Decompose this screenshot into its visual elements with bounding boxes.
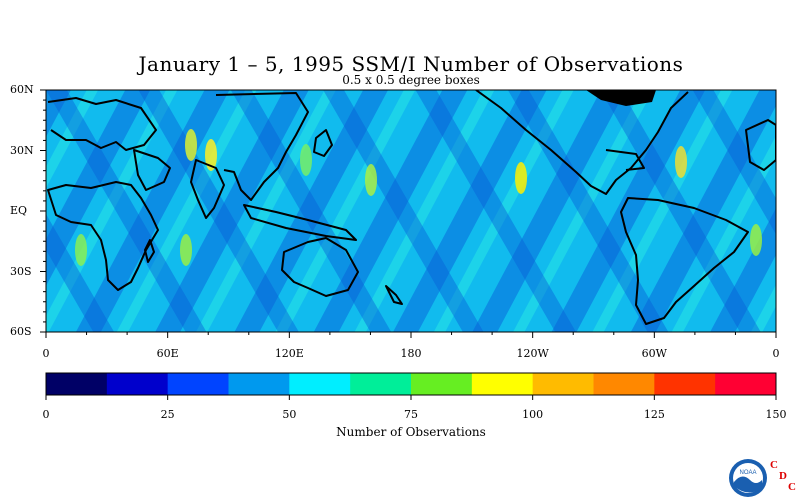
new-zealand-coastline bbox=[385, 285, 403, 305]
africa-coastline bbox=[47, 181, 159, 291]
colorbar-swatch bbox=[106, 373, 169, 395]
colorbar-swatch bbox=[593, 373, 655, 395]
high-observation-spot bbox=[75, 234, 87, 266]
noaa-logo-icon: NOAA bbox=[729, 459, 767, 497]
caribbean-coastline bbox=[605, 149, 645, 171]
europe-coastline bbox=[47, 97, 157, 151]
colorbar-tick-label: 0 bbox=[42, 408, 50, 421]
lon-label: 60W bbox=[641, 347, 667, 360]
cdc-letter-3: C bbox=[788, 481, 796, 493]
colorbar-tick-label: 50 bbox=[282, 408, 297, 421]
australia-coastline bbox=[281, 237, 359, 297]
noaa-cdc-logo: NOAA C D C bbox=[728, 458, 798, 498]
colorbar-swatch bbox=[715, 373, 777, 395]
map-title: January 1 – 5, 1995 SSM/I Number of Obse… bbox=[138, 52, 684, 76]
high-observation-spot bbox=[675, 146, 687, 178]
lat-label: 60N bbox=[10, 83, 34, 96]
colorbar-tick-label: 75 bbox=[404, 408, 418, 421]
india-coastline bbox=[190, 159, 225, 219]
high-observation-spot bbox=[300, 144, 312, 176]
land-masks bbox=[586, 90, 656, 106]
lon-label: 120E bbox=[274, 347, 304, 360]
colorbar-tick-label: 100 bbox=[522, 408, 544, 421]
canada-land-icon bbox=[586, 90, 656, 106]
colorbar-swatch bbox=[228, 373, 290, 395]
coastlines bbox=[47, 90, 776, 325]
colorbar-tick-label: 25 bbox=[160, 408, 175, 421]
lon-label: 180 bbox=[400, 347, 422, 360]
high-observation-spot bbox=[750, 224, 762, 256]
lat-label: 30N bbox=[10, 143, 34, 157]
colorbar-title: Number of Observations bbox=[336, 425, 486, 439]
colorbar-swatch bbox=[167, 373, 229, 395]
colorbar-swatch bbox=[654, 373, 716, 395]
colorbar-swatch bbox=[471, 373, 534, 395]
colorbar-tick-label: 150 bbox=[765, 408, 787, 421]
south-america-coastline bbox=[620, 197, 749, 325]
map-subtitle: 0.5 x 0.5 degree boxes bbox=[342, 73, 480, 87]
high-observation-spot bbox=[515, 162, 527, 194]
cdc-letter-2: D bbox=[779, 470, 787, 482]
lat-label: 30S bbox=[10, 264, 32, 278]
colorbar-swatch bbox=[411, 373, 473, 395]
cdc-letter-1: C bbox=[770, 459, 778, 471]
arabia-coastline bbox=[133, 149, 171, 191]
lon-label: 0 bbox=[772, 347, 780, 360]
colorbar-swatch bbox=[46, 373, 108, 395]
colorbar-swatch bbox=[289, 373, 351, 395]
madagascar-coastline bbox=[144, 239, 155, 263]
high-observation-spot bbox=[205, 139, 217, 171]
lon-label: 0 bbox=[42, 347, 50, 360]
north-america-coastline bbox=[475, 90, 689, 195]
colorbar-swatch bbox=[532, 373, 594, 395]
indonesia-coastline bbox=[243, 204, 357, 241]
lon-label: 120W bbox=[516, 347, 549, 360]
lat-label: 60S bbox=[10, 325, 32, 338]
observation-map bbox=[46, 90, 776, 332]
high-observation-spot bbox=[180, 234, 192, 266]
lon-label: 60E bbox=[156, 347, 179, 360]
noaa-logo-text: NOAA bbox=[739, 470, 756, 476]
ocean-field-overlay bbox=[46, 90, 776, 332]
colorbar-swatch bbox=[350, 373, 412, 395]
japan-coastline bbox=[313, 129, 333, 157]
high-observation-spot bbox=[185, 129, 197, 161]
west-europe-coastline bbox=[745, 119, 776, 171]
asia-coastline bbox=[215, 92, 309, 201]
high-observation-spot bbox=[365, 164, 377, 196]
colorbar-tick-label: 125 bbox=[643, 408, 665, 421]
lat-label: EQ bbox=[10, 204, 28, 217]
